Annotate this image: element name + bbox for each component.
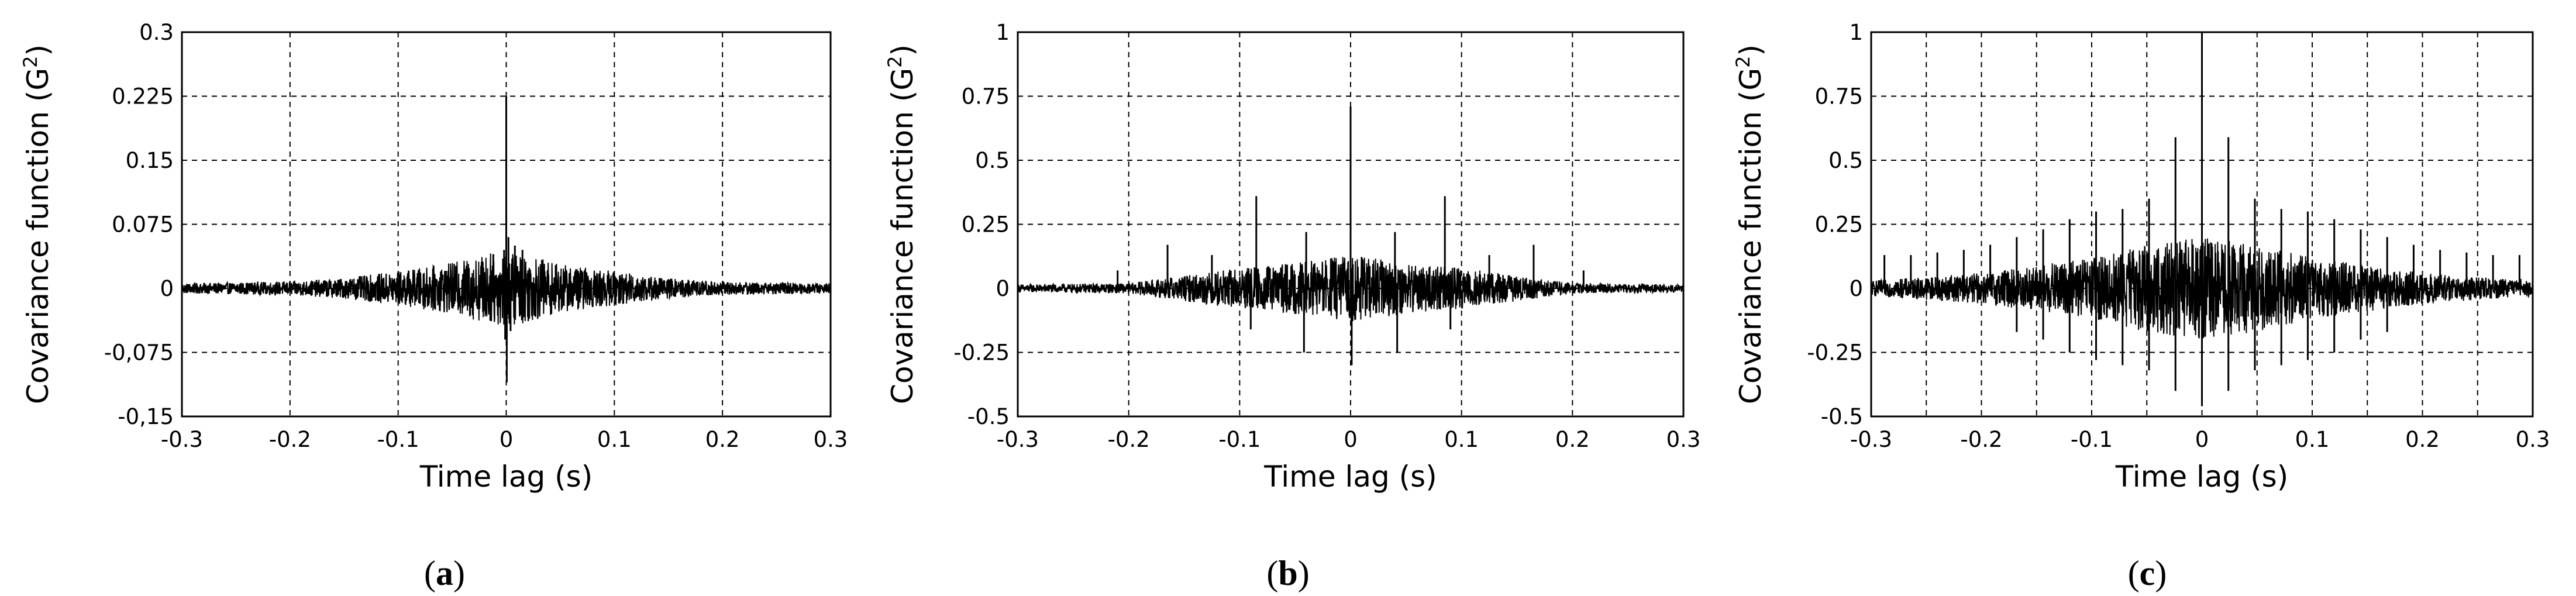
y-tick-label-b-2: 0 bbox=[996, 276, 1010, 301]
x-tick-label-c-2: -0.2 bbox=[1960, 427, 2002, 452]
x-tick-label-c-4: -0.1 bbox=[2071, 427, 2113, 452]
y-tick-label-a-5: 0.225 bbox=[112, 84, 174, 109]
x-tick-label-b-0: -0.3 bbox=[997, 427, 1039, 452]
x-axis-title-c: Time lag (s) bbox=[2115, 460, 2288, 494]
caption-a: (a) bbox=[424, 554, 465, 592]
x-tick-label-a-4: 0.1 bbox=[597, 427, 632, 452]
x-tick-label-b-1: -0.2 bbox=[1108, 427, 1150, 452]
tick-labels-a: -0.3 -0.2 -0.1 0 0.1 0.2 0.3 -0,15 -0,075 0 0.075 0… bbox=[104, 20, 848, 452]
y-tick-label-c-2: 0 bbox=[1849, 276, 1863, 301]
x-tick-label-b-6: 0.3 bbox=[1666, 427, 1701, 452]
y-axis-title-c: Covariance function (G2) bbox=[1732, 44, 1768, 404]
caption-letter-a: a bbox=[436, 554, 453, 592]
x-tick-label-a-0: -0.3 bbox=[161, 427, 203, 452]
x-axis-title-a: Time lag (s) bbox=[419, 460, 593, 494]
y-tick-label-b-0: -0.5 bbox=[967, 404, 1010, 429]
signal-group-b bbox=[1018, 106, 1683, 366]
y-axis-title-text-c: Covariance function (G bbox=[1734, 68, 1768, 404]
x-tick-label-b-4: 0.1 bbox=[1444, 427, 1479, 452]
y-tick-label-a-3: 0.075 bbox=[112, 212, 174, 237]
x-tick-label-c-0: -0.3 bbox=[1850, 427, 1892, 452]
panel-a: -0.3 -0.2 -0.1 0 0.1 0.2 0.3 -0,15 -0,075 0 0.075 0… bbox=[19, 20, 848, 592]
tick-labels-b: -0.3 -0.2 -0.1 0 0.1 0.2 0.3 -0.5 -0.25 0 0.25 0.5 0… bbox=[953, 20, 1700, 452]
y-tick-label-c-6: 1 bbox=[1849, 20, 1863, 45]
caption-letter-b: b bbox=[1278, 554, 1297, 592]
y-tick-label-a-4: 0.15 bbox=[126, 148, 174, 173]
tick-labels-c: -0.3 -0.2 -0.1 0 0.1 0.2 0.3 -0.5 -0.25 0 0.25 0.5 0… bbox=[1807, 20, 2550, 452]
series-a bbox=[182, 96, 831, 383]
panel-c: -0.3 -0.2 -0.1 0 0.1 0.2 0.3 -0.5 -0.25 0 0.25 0.5 0… bbox=[1732, 20, 2550, 592]
x-tick-label-b-5: 0.2 bbox=[1555, 427, 1590, 452]
signal-group-c bbox=[1871, 32, 2533, 406]
series-b bbox=[1018, 106, 1683, 366]
x-tick-label-b-2: -0.1 bbox=[1218, 427, 1261, 452]
x-tick-label-c-12: 0.3 bbox=[2516, 427, 2550, 452]
y-tick-label-b-5: 0.75 bbox=[962, 84, 1010, 109]
x-tick-label-c-6: 0 bbox=[2195, 427, 2209, 452]
y-tick-label-b-4: 0.5 bbox=[975, 148, 1010, 173]
plot-frame-c bbox=[1870, 31, 2534, 418]
x-tick-label-a-2: -0.1 bbox=[377, 427, 419, 452]
y-tick-label-a-0: -0,15 bbox=[118, 404, 174, 429]
y-axis-title-text-b: Covariance function (G bbox=[886, 68, 919, 404]
y-axis-title-close-c: ) bbox=[1734, 44, 1768, 56]
y-axis-title-b: Covariance function (G2) bbox=[884, 44, 919, 404]
y-axis-title-sup-b: 2 bbox=[884, 56, 906, 68]
plot-frame-a bbox=[181, 31, 832, 418]
signal-group-a bbox=[182, 96, 831, 383]
x-axis-title-b: Time lag (s) bbox=[1263, 460, 1437, 494]
y-tick-label-c-4: 0.5 bbox=[1828, 148, 1863, 173]
caption-b: (b) bbox=[1266, 554, 1309, 592]
y-axis-title-sup-a: 2 bbox=[19, 56, 42, 68]
y-tick-label-a-1: -0,075 bbox=[104, 340, 174, 366]
plot-frame-b bbox=[1017, 31, 1685, 418]
series-c bbox=[1871, 32, 2533, 406]
y-tick-label-b-1: -0.25 bbox=[953, 340, 1010, 366]
y-tick-label-a-6: 0.3 bbox=[139, 20, 174, 45]
y-tick-label-b-3: 0.25 bbox=[962, 212, 1010, 237]
y-axis-title-text-a: Covariance function (G bbox=[21, 68, 55, 404]
x-tick-label-b-3: 0 bbox=[1344, 427, 1358, 452]
x-tick-label-c-10: 0.2 bbox=[2405, 427, 2440, 452]
y-tick-label-c-3: 0.25 bbox=[1815, 212, 1863, 237]
x-tick-label-a-3: 0 bbox=[500, 427, 514, 452]
panel-b: -0.3 -0.2 -0.1 0 0.1 0.2 0.3 -0.5 -0.25 0 0.25 0.5 0… bbox=[884, 20, 1700, 592]
x-tick-label-a-6: 0.3 bbox=[814, 427, 848, 452]
x-tick-label-c-8: 0.1 bbox=[2295, 427, 2330, 452]
y-tick-label-b-6: 1 bbox=[996, 20, 1010, 45]
y-axis-title-sup-c: 2 bbox=[1732, 56, 1754, 68]
x-tick-label-a-5: 0.2 bbox=[705, 427, 740, 452]
y-tick-label-c-0: -0.5 bbox=[1821, 404, 1863, 429]
y-axis-title-a: Covariance function (G2) bbox=[19, 44, 55, 404]
caption-c: (c) bbox=[2128, 554, 2167, 592]
y-tick-label-c-5: 0.75 bbox=[1815, 84, 1863, 109]
x-tick-label-a-1: -0.2 bbox=[269, 427, 311, 452]
y-axis-title-close-a: ) bbox=[21, 44, 55, 56]
y-tick-label-c-1: -0.25 bbox=[1807, 340, 1863, 366]
y-tick-label-a-2: 0 bbox=[160, 276, 174, 301]
caption-letter-c: c bbox=[2140, 554, 2155, 592]
y-axis-title-close-b: ) bbox=[886, 44, 919, 56]
